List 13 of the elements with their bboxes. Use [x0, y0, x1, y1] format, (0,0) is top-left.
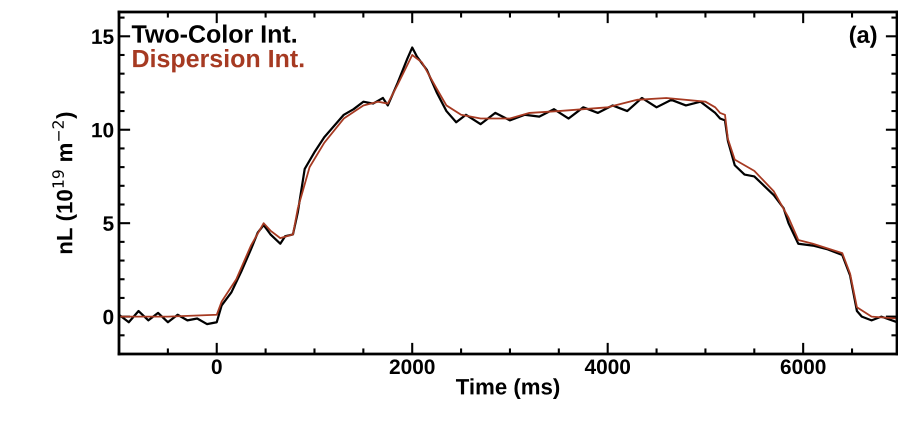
- x-tick-label: 2000: [390, 359, 435, 374]
- x-tick-label: 6000: [780, 359, 826, 374]
- y-tick-label: 0: [103, 310, 114, 324]
- x-tick-label: 0: [212, 359, 222, 374]
- y-tick-label: 5: [103, 216, 114, 231]
- x-axis-title: Time (ms): [456, 378, 560, 399]
- y-axis-title: nL (10$^{19}$ m$^{−2}$): [52, 112, 77, 254]
- y-tick-label: 10: [92, 122, 114, 138]
- text: Dispersion Int.: [133, 49, 304, 72]
- annotation: (a): [850, 26, 876, 48]
- y-tick-label: 15: [92, 30, 114, 44]
- legend-label: Two-Color Int.: [132, 24, 296, 43]
- x-tick-label: 4000: [584, 359, 630, 374]
